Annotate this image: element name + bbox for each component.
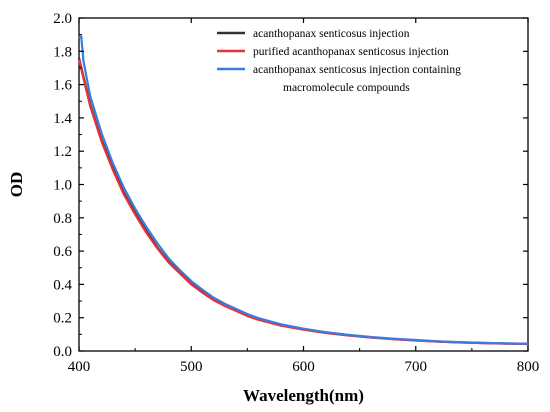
series-line-1 bbox=[77, 57, 529, 345]
y-tick-label: 0.6 bbox=[53, 244, 72, 260]
x-tick-label: 400 bbox=[68, 359, 91, 375]
y-tick-label: 1.4 bbox=[53, 111, 72, 127]
y-tick-label: 0.2 bbox=[53, 311, 72, 327]
series-lines bbox=[77, 35, 529, 346]
legend-label-1: acanthopanax senticosus injection bbox=[253, 28, 410, 40]
y-tick-label: 0.0 bbox=[53, 344, 72, 360]
y-tick-label: 1.8 bbox=[53, 44, 72, 60]
y-tick-label: 2.0 bbox=[53, 11, 72, 27]
y-tick-label: 0.8 bbox=[53, 211, 72, 227]
x-tick-label: 700 bbox=[405, 359, 428, 375]
legend: acanthopanax senticosus injection purifie… bbox=[217, 28, 461, 94]
x-tick-label: 500 bbox=[180, 359, 203, 375]
legend-label-3: acanthopanax senticosus injection contai… bbox=[253, 64, 461, 76]
legend-label-2: purified acanthopanax senticosus injecti… bbox=[253, 46, 449, 58]
x-tick-label: 600 bbox=[292, 359, 315, 375]
axis-ticks: 400 500 600 700 800 0.0 0.2 0.4 0.6 0.8 1.0 1.2 1.4 1… bbox=[53, 11, 539, 375]
y-tick-label: 0.4 bbox=[53, 277, 72, 293]
y-tick-label: 1.6 bbox=[53, 78, 72, 94]
y-axis-title: OD bbox=[7, 172, 26, 198]
y-tick-label: 1.0 bbox=[53, 178, 72, 194]
legend-label-3: macromolecule compounds bbox=[283, 82, 410, 94]
y-tick-label: 1.2 bbox=[53, 144, 72, 160]
series-line-3 bbox=[78, 35, 529, 345]
x-tick-label: 800 bbox=[517, 359, 540, 375]
x-axis-title: Wavelength(nm) bbox=[243, 386, 364, 405]
series-line-2 bbox=[77, 59, 529, 346]
